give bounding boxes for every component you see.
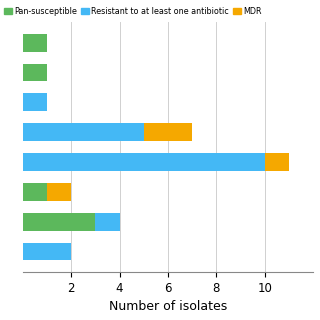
Bar bbox=[23, 93, 47, 111]
Bar bbox=[23, 183, 47, 201]
Bar bbox=[23, 243, 71, 260]
Bar bbox=[47, 183, 71, 201]
Bar bbox=[265, 153, 289, 171]
Bar bbox=[23, 213, 95, 231]
Bar bbox=[23, 123, 144, 141]
Bar bbox=[23, 64, 47, 82]
Bar bbox=[95, 213, 120, 231]
Bar bbox=[144, 123, 192, 141]
X-axis label: Number of isolates: Number of isolates bbox=[109, 300, 227, 313]
Bar bbox=[23, 34, 47, 52]
Bar bbox=[23, 153, 265, 171]
Legend: Pan-susceptible, Resistant to at least one antibiotic, MDR: Pan-susceptible, Resistant to at least o… bbox=[4, 7, 262, 16]
